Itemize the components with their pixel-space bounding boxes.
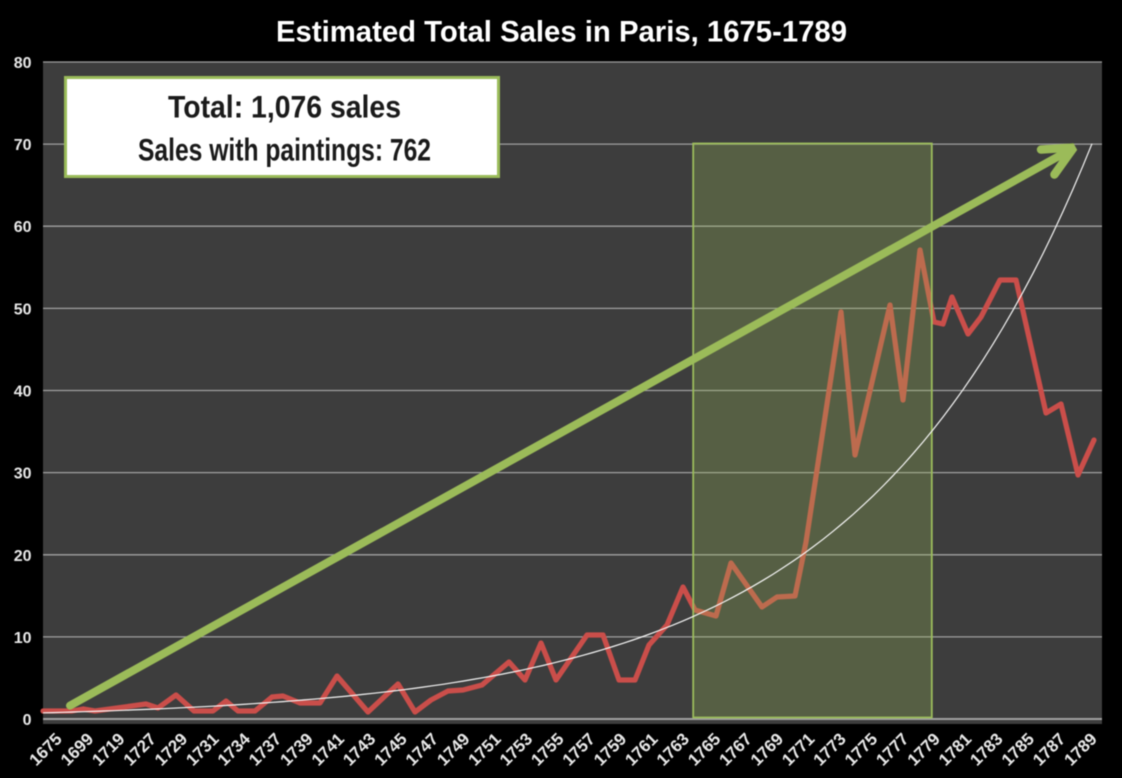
svg-text:30: 30 — [14, 466, 32, 483]
svg-text:10: 10 — [14, 630, 32, 647]
svg-text:Total: 1,076 sales: Total: 1,076 sales — [168, 89, 401, 125]
svg-text:60: 60 — [14, 219, 32, 236]
svg-text:70: 70 — [14, 137, 32, 154]
svg-text:Estimated Total Sales in Paris: Estimated Total Sales in Paris, 1675-178… — [276, 16, 847, 49]
svg-text:Sales with paintings: 762: Sales with paintings: 762 — [138, 131, 431, 167]
svg-text:0: 0 — [23, 712, 32, 729]
svg-text:80: 80 — [14, 55, 32, 72]
svg-text:50: 50 — [14, 301, 32, 318]
svg-text:20: 20 — [14, 548, 32, 565]
svg-text:40: 40 — [14, 384, 32, 401]
